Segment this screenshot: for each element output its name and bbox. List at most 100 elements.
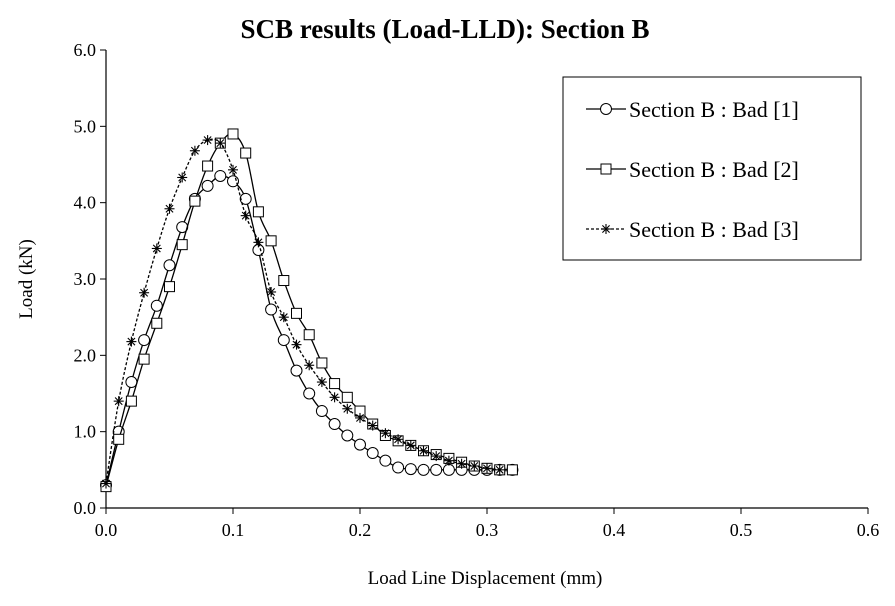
data-point-square: [252, 206, 264, 218]
legend-item-3: Section B : Bad [3]: [586, 217, 799, 242]
data-point-asterisk: [177, 172, 188, 183]
asterisk-stroke: [292, 340, 301, 349]
x-tick-label: 0.6: [857, 520, 880, 540]
asterisk-stroke: [254, 238, 263, 247]
data-point-circle: [600, 103, 612, 115]
data-point-square: [202, 160, 214, 172]
data-point-circle: [417, 463, 430, 476]
data-point-square: [329, 378, 341, 390]
data-point-asterisk: [393, 434, 404, 445]
data-point-circle: [430, 463, 443, 476]
y-tick-label: 5.0: [74, 116, 97, 136]
asterisk-stroke: [114, 397, 123, 406]
y-tick-label: 6.0: [74, 40, 97, 60]
data-point-asterisk: [278, 312, 289, 323]
asterisk-stroke: [267, 287, 276, 296]
data-point-asterisk: [367, 420, 378, 431]
data-point-square: [278, 275, 290, 287]
data-point-asterisk: [189, 145, 200, 156]
asterisk-stroke: [406, 441, 415, 450]
data-point-square: [600, 163, 612, 175]
data-point-circle: [290, 364, 303, 377]
asterisk-stroke: [216, 139, 225, 148]
data-point-asterisk: [164, 203, 175, 214]
data-point-asterisk: [113, 396, 124, 407]
asterisk-stroke: [279, 313, 288, 322]
data-point-square: [265, 235, 277, 247]
data-point-asterisk: [456, 458, 467, 469]
data-point-square: [240, 147, 252, 159]
data-point-square: [316, 357, 328, 369]
asterisk-stroke: [140, 288, 149, 297]
data-point-circle: [150, 299, 163, 312]
data-point-circle: [354, 438, 366, 451]
asterisk-stroke: [394, 435, 403, 444]
asterisk-stroke: [165, 204, 174, 213]
series-layer: [100, 128, 519, 493]
data-point-asterisk: [418, 445, 429, 456]
x-tick-label: 0.4: [603, 520, 626, 540]
asterisk-stroke: [330, 393, 339, 402]
data-point-asterisk: [329, 392, 340, 403]
x-tick-label: 0.3: [476, 520, 499, 540]
data-point-square: [303, 329, 315, 341]
asterisk-stroke: [470, 462, 479, 471]
data-point-asterisk: [240, 210, 251, 221]
data-point-square: [151, 317, 163, 329]
legend-label: Section B : Bad [2]: [629, 157, 799, 182]
data-point-circle: [328, 418, 341, 431]
axes: 0.0 0.1 0.2 0.3 0.4 0.5 0.6 0.0 1.0 2.0 3.0 4.0 5.0 6…: [74, 40, 880, 540]
data-point-square: [125, 395, 137, 407]
series-2: [100, 128, 518, 493]
asterisk-stroke: [102, 479, 110, 488]
data-point-circle: [125, 376, 138, 389]
data-point-circle: [379, 454, 392, 467]
data-point-asterisk: [101, 478, 111, 489]
asterisk-stroke: [381, 429, 390, 438]
data-point-asterisk: [494, 464, 505, 475]
asterisk-stroke: [190, 146, 199, 155]
y-tick-label: 1.0: [74, 422, 97, 442]
x-tick-label: 0.1: [222, 520, 245, 540]
legend-item-2: Section B : Bad [2]: [586, 157, 799, 182]
data-point-circle: [277, 334, 290, 347]
data-point-circle: [265, 303, 278, 316]
data-point-asterisk: [139, 287, 150, 298]
data-point-asterisk: [355, 412, 365, 423]
asterisk-stroke: [229, 165, 237, 174]
data-point-asterisk: [380, 428, 391, 439]
asterisk-stroke: [444, 456, 453, 465]
asterisk-stroke: [305, 361, 314, 370]
data-point-asterisk: [482, 463, 492, 474]
y-axis-label: Load (kN): [16, 239, 37, 319]
series-3: [101, 135, 505, 489]
legend-label: Section B : Bad [3]: [629, 217, 799, 242]
y-tick-label: 3.0: [74, 269, 97, 289]
data-point-asterisk: [469, 461, 480, 472]
data-point-asterisk: [202, 135, 213, 146]
chart-title: SCB results (Load-LLD): Section B: [240, 14, 649, 44]
data-point-circle: [239, 192, 252, 205]
legend-label: Section B : Bad [1]: [629, 97, 799, 122]
data-point-asterisk: [151, 243, 162, 254]
asterisk-stroke: [368, 421, 377, 430]
series-3-line: [105, 138, 500, 484]
data-point-circle: [315, 405, 328, 418]
data-point-circle: [201, 179, 214, 192]
data-point-square: [506, 464, 518, 476]
data-point-square: [164, 281, 175, 293]
data-point-square: [291, 307, 302, 319]
data-point-square: [113, 433, 125, 445]
data-point-circle: [442, 463, 455, 476]
asterisk-stroke: [483, 464, 491, 473]
asterisk-stroke: [317, 378, 326, 387]
data-point-asterisk: [431, 451, 442, 462]
data-point-square: [227, 128, 239, 140]
asterisk-stroke: [457, 459, 466, 468]
legend-item-1: Section B : Bad [1]: [586, 97, 799, 122]
asterisk-stroke: [602, 225, 610, 233]
asterisk-stroke: [203, 136, 212, 145]
data-point-asterisk: [316, 377, 327, 388]
